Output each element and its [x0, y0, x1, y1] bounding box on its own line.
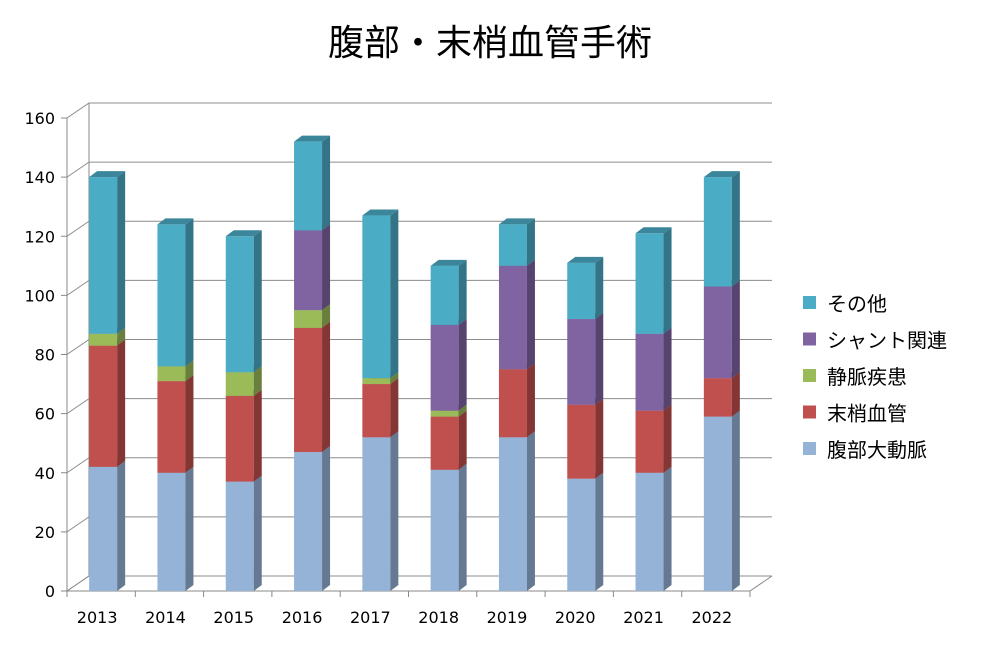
legend-label: シャント関連	[827, 329, 947, 353]
legend-swatch	[803, 405, 816, 419]
bar-segment	[498, 259, 535, 370]
bar-segment	[703, 410, 740, 591]
gridlines	[61, 102, 772, 597]
bar-segment	[89, 171, 126, 334]
legend-label: 腹部大動脈	[827, 438, 927, 462]
bar-segment	[294, 224, 331, 311]
bar-segment	[225, 475, 262, 591]
x-tick-label: 2021	[623, 608, 664, 627]
gridline	[66, 575, 772, 592]
bar-segment	[567, 398, 604, 479]
bar-segment	[498, 431, 535, 591]
bar-segment	[703, 372, 740, 417]
chart-title: 腹部・末梢血管手術	[327, 23, 652, 64]
gridline	[66, 220, 772, 237]
legend-item: 末梢血管	[803, 402, 907, 426]
x-tick-label: 2022	[691, 608, 732, 627]
y-tick-label: 40	[35, 464, 55, 483]
y-tick-label: 160	[24, 109, 55, 128]
bar-segment	[635, 466, 672, 591]
bar-segment	[89, 460, 126, 591]
legend-item: シャント関連	[803, 329, 947, 353]
bar-segment	[635, 327, 672, 411]
bar-segment	[430, 318, 467, 411]
legend-label: 末梢血管	[827, 402, 907, 426]
bar-segment	[703, 171, 740, 287]
bar-segment	[362, 209, 399, 379]
bar-segment	[157, 375, 194, 473]
gridline	[66, 457, 772, 474]
x-tick-label: 2015	[213, 608, 254, 627]
bars	[89, 135, 740, 591]
legend-label: 静脈疾患	[827, 365, 907, 389]
bar-segment	[430, 259, 467, 325]
bar-segment	[703, 280, 740, 379]
gridline	[66, 102, 772, 119]
legend-swatch	[803, 369, 816, 382]
bar-segment	[430, 410, 467, 470]
bar-segment	[567, 472, 604, 591]
bar-segment	[225, 389, 262, 482]
y-tick-label: 20	[35, 523, 55, 542]
y-tick-label: 140	[24, 168, 55, 187]
gridline	[66, 279, 772, 296]
y-axis-tick-labels: 0 20 40 60 80 100 120 140 160	[24, 109, 55, 601]
y-tick-label: 120	[24, 227, 55, 246]
x-tick-label: 2019	[487, 608, 528, 627]
bar-segment	[294, 446, 331, 591]
bar-segment	[294, 321, 331, 453]
x-tick-label: 2018	[418, 608, 459, 627]
bar-segment	[498, 363, 535, 438]
bar-segment	[430, 463, 467, 591]
gridline	[66, 161, 772, 178]
y-tick-label: 80	[35, 346, 55, 365]
y-tick-label: 0	[45, 582, 55, 601]
legend-item: 静脈疾患	[803, 365, 907, 389]
bar-segment	[567, 313, 604, 405]
legend-item: 腹部大動脈	[803, 438, 927, 462]
bar-segment	[157, 218, 194, 367]
x-tick-label: 2017	[350, 608, 391, 627]
legend-swatch	[803, 442, 816, 455]
bar-segment	[362, 431, 399, 591]
bar-segment	[157, 466, 194, 591]
bar-segment	[89, 339, 126, 467]
x-tick-label: 2020	[555, 608, 596, 627]
y-tick-label: 100	[24, 286, 55, 305]
bar-segment	[635, 404, 672, 473]
bar-segment	[567, 256, 604, 320]
x-tick-label: 2016	[282, 608, 323, 627]
gridline	[66, 339, 772, 355]
legend-label: その他	[827, 292, 887, 316]
gridline	[66, 516, 772, 533]
y-tick-label: 60	[35, 405, 55, 424]
x-tick-label: 2014	[145, 608, 186, 627]
bar-segment	[635, 227, 672, 334]
gridline	[66, 398, 772, 415]
bar-segment	[225, 230, 262, 373]
legend-swatch	[803, 332, 816, 346]
bar-segment	[498, 218, 535, 266]
bar-segment	[294, 135, 331, 231]
bar-segment	[362, 378, 399, 438]
legend-swatch	[803, 296, 816, 309]
x-tick-label: 2013	[77, 608, 118, 627]
x-axis-tick-labels: 2013 2014 2015 2016 2017 2018 2019 2020 2021 2022	[77, 608, 732, 627]
legend-item: その他	[803, 292, 887, 316]
